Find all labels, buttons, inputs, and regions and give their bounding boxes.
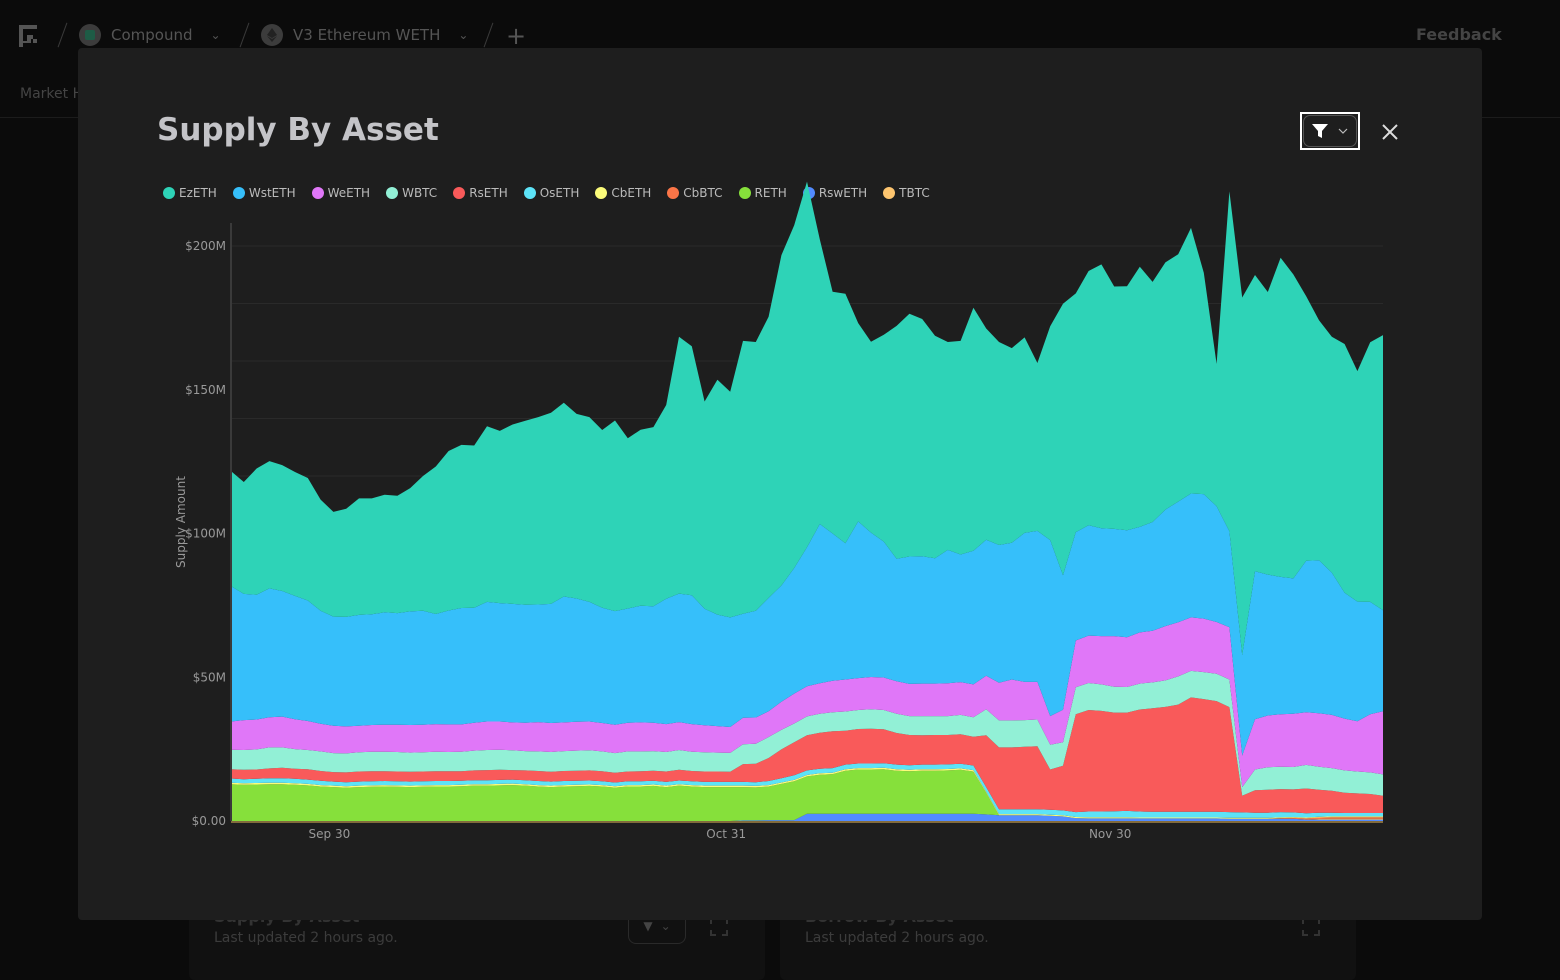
legend-item-cbbtc[interactable]: CbBTC — [667, 186, 723, 200]
chevron-down-icon: ⌄ — [660, 919, 671, 933]
supply-by-asset-chart: $0.00 $50M $100M $150M $200M Sep 30 Oct 31 Nov … — [174, 181, 1383, 841]
legend-label: RsETH — [469, 186, 508, 200]
chevron-down-icon: ⌄ — [210, 28, 221, 42]
legend-item-cbeth[interactable]: CbETH — [595, 186, 651, 200]
chevron-down-icon — [1338, 128, 1348, 134]
legend-label: CbBTC — [683, 186, 723, 200]
card-subtitle: Last updated 2 hours ago. — [805, 930, 989, 946]
modal-title: Supply By Asset — [157, 112, 439, 148]
area-series-wsteth — [231, 493, 1383, 756]
legend-item-wbtc[interactable]: WBTC — [386, 186, 437, 200]
y-tick-label: $200M — [185, 239, 226, 253]
chevron-down-icon: ⌄ — [458, 28, 469, 42]
card-subtitle: Last updated 2 hours ago. — [214, 930, 398, 946]
area-series-oseth — [231, 763, 1383, 818]
x-tick-label: Sep 30 — [309, 827, 351, 841]
legend-swatch — [667, 187, 680, 199]
close-icon — [1382, 124, 1398, 140]
legend-label: RswETH — [818, 186, 868, 200]
area-series-rsweth — [231, 813, 1383, 821]
legend-label: TBTC — [899, 186, 930, 200]
ethereum-icon — [261, 24, 283, 46]
area-series-weeth — [231, 617, 1383, 788]
area-series-tbtc — [231, 769, 1383, 820]
legend-swatch — [453, 187, 466, 199]
area-series-wbtc — [231, 670, 1383, 796]
chart-modal: Supply By Asset EzETH WstETH WeETH WBTC RsET… — [78, 48, 1482, 920]
legend-label: EzETH — [179, 186, 217, 200]
expand-icon[interactable] — [1302, 918, 1320, 936]
breadcrumb-market-selector[interactable]: V3 Ethereum WETH ⌄ — [261, 24, 468, 46]
filter-button[interactable] — [1300, 112, 1360, 150]
expand-icon[interactable] — [710, 918, 728, 936]
legend-label: WeETH — [327, 186, 371, 200]
legend-swatch — [802, 187, 815, 199]
y-tick-label: $100M — [185, 527, 226, 541]
filter-icon — [1312, 124, 1328, 138]
area-series-reth — [231, 769, 1383, 821]
top-navigation-bar: Compound ⌄ V3 Ethereum WETH ⌄ + Feedback… — [0, 0, 1560, 118]
app-logo-icon[interactable] — [19, 25, 41, 47]
legend-item-tbtc[interactable]: TBTC — [883, 186, 930, 200]
legend-item-reth[interactable]: RETH — [738, 186, 787, 200]
legend-swatch — [386, 187, 399, 199]
breadcrumb-separator — [57, 22, 68, 48]
y-axis-title: Supply Amount — [174, 476, 188, 568]
y-tick-label: $150M — [185, 383, 226, 397]
area-series-ezeth — [231, 181, 1383, 656]
legend-swatch — [523, 187, 536, 199]
legend-item-weeth[interactable]: WeETH — [311, 186, 371, 200]
breadcrumb-protocol-selector[interactable]: Compound ⌄ — [79, 24, 221, 46]
close-button[interactable] — [1378, 120, 1402, 144]
legend-item-oseth[interactable]: OsETH — [523, 186, 580, 200]
legend-item-ezeth[interactable]: EzETH — [163, 186, 217, 200]
breadcrumb-separator — [483, 22, 494, 48]
area-series-cbbtc — [231, 769, 1383, 820]
legend-label: RETH — [754, 186, 787, 200]
area-series-rseth — [231, 697, 1383, 814]
legend-item-rsweth[interactable]: RswETH — [802, 186, 868, 200]
x-tick-label: Nov 30 — [1089, 827, 1132, 841]
y-tick-label: $50M — [193, 670, 226, 684]
subnav-tab[interactable]: Market H — [20, 86, 84, 102]
legend-label: WstETH — [248, 186, 296, 200]
chart-legend: EzETH WstETH WeETH WBTC RsETH OsETH CbETH CbBTC… — [163, 186, 946, 200]
y-tick-label: $0.00 — [192, 814, 226, 828]
legend-swatch — [595, 187, 608, 199]
breadcrumb-separator — [239, 22, 250, 48]
legend-item-rseth[interactable]: RsETH — [453, 186, 508, 200]
legend-label: CbETH — [611, 186, 652, 200]
legend-swatch — [163, 187, 175, 199]
x-tick-label: Oct 31 — [706, 827, 746, 841]
legend-swatch — [883, 187, 896, 199]
legend-swatch — [311, 187, 324, 199]
legend-swatch — [738, 187, 751, 199]
legend-item-wsteth[interactable]: WstETH — [232, 186, 296, 200]
legend-label: OsETH — [539, 186, 580, 200]
breadcrumb-market-label: V3 Ethereum WETH — [293, 26, 441, 44]
compound-icon — [79, 24, 101, 46]
feedback-button[interactable]: Feedback — [1416, 25, 1502, 44]
legend-swatch — [232, 187, 245, 199]
area-series-cbeth — [231, 767, 1383, 819]
add-breadcrumb-button[interactable]: + — [506, 22, 527, 50]
legend-label: WBTC — [402, 186, 438, 200]
breadcrumb-protocol-label: Compound — [111, 26, 193, 44]
filter-icon: ▼ — [643, 919, 653, 933]
